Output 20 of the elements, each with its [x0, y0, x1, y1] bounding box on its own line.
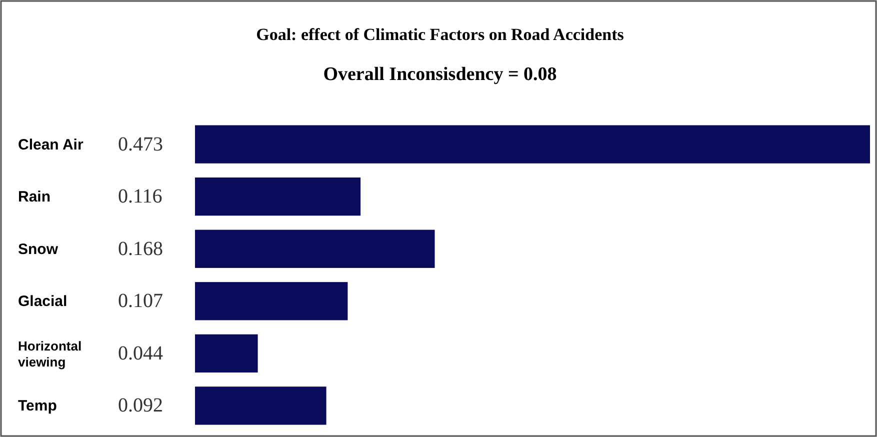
bar: [195, 282, 348, 320]
bar: [195, 386, 326, 425]
y-tick-label: Horizontal viewing: [18, 338, 82, 369]
bar: [195, 230, 435, 268]
y-tick-label: Clean Air: [18, 136, 84, 153]
data-label: 0.107: [118, 290, 163, 312]
chart-title: Goal: effect of Climatic Factors on Road Accidents: [256, 25, 624, 44]
data-label: 0.044: [118, 342, 163, 364]
bar: [195, 178, 361, 216]
data-label: 0.168: [118, 238, 163, 260]
y-tick-label: Temp: [18, 397, 57, 414]
bar: [195, 334, 258, 372]
data-label: 0.473: [118, 133, 163, 156]
bar: [195, 125, 870, 164]
chart-subtitle: Overall Inconsisdency = 0.08: [323, 64, 557, 85]
data-label: 0.092: [118, 394, 163, 417]
y-tick-label: Glacial: [18, 292, 68, 310]
y-tick-label: Snow: [18, 240, 58, 258]
data-label: 0.116: [118, 186, 162, 208]
y-tick-label: Rain: [18, 188, 51, 206]
